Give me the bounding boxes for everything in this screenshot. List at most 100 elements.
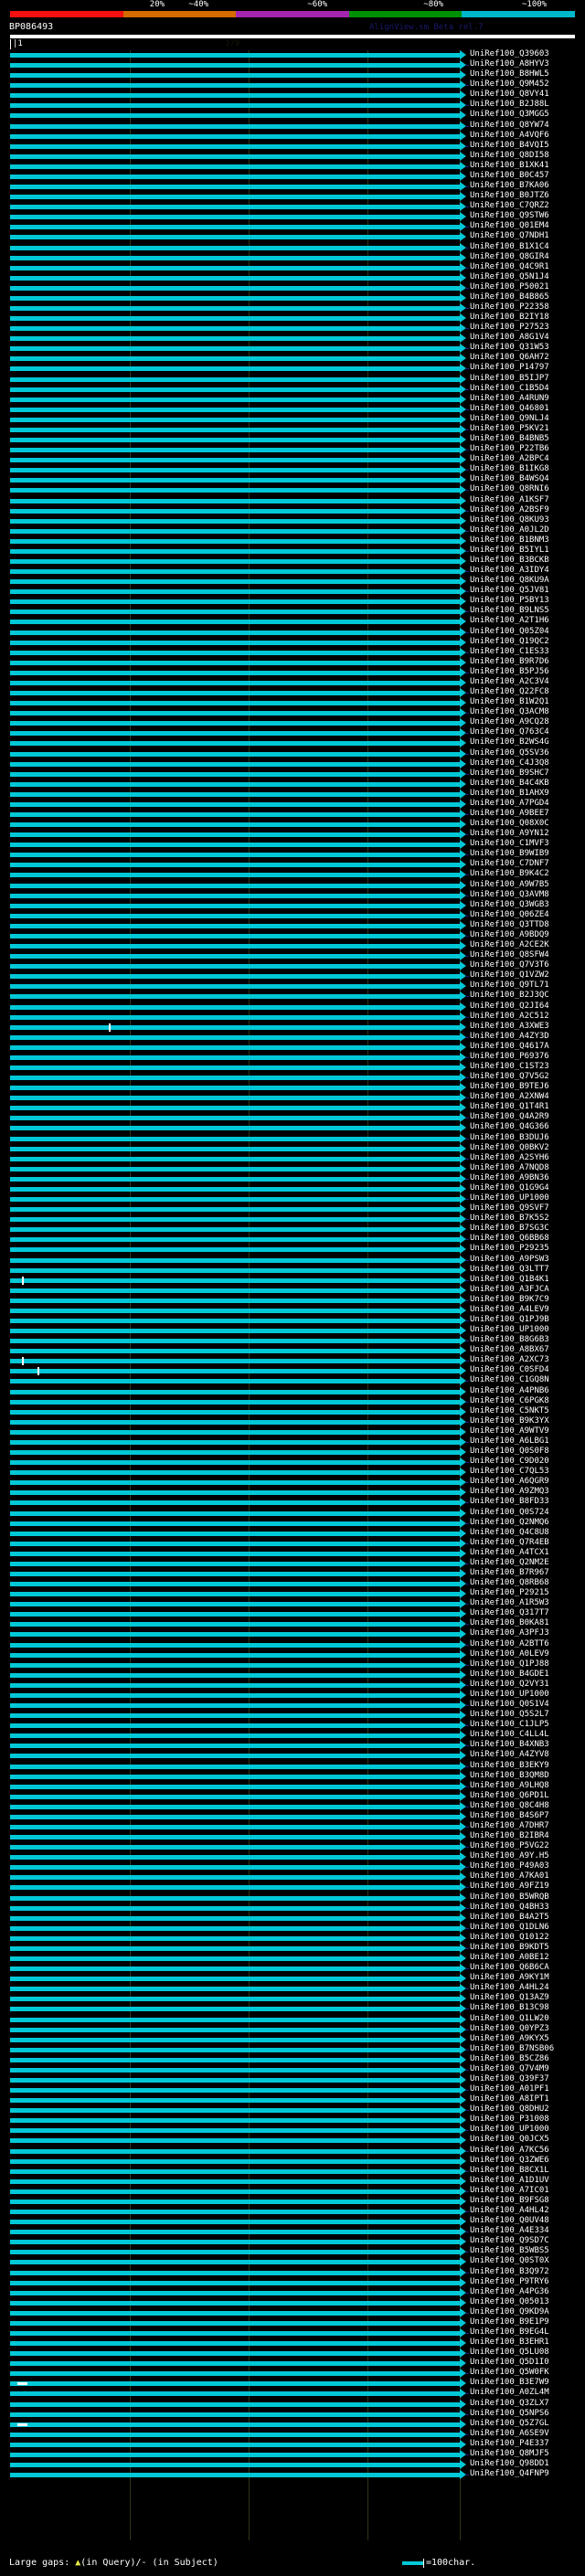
hsp-bar[interactable] (10, 1733, 460, 1739)
alignment-hit-row[interactable]: UniRef100_A4ZYV8 (0, 1750, 585, 1761)
hsp-bar[interactable] (10, 1055, 460, 1060)
hsp-bar[interactable] (10, 620, 460, 625)
hsp-bar[interactable] (10, 2250, 460, 2255)
alignment-hit-row[interactable]: UniRef100_C0SFD4 (0, 1365, 585, 1376)
alignment-hit-row[interactable]: UniRef100_A8BX67 (0, 1345, 585, 1356)
hsp-bar[interactable] (10, 1460, 460, 1466)
hsp-bar[interactable] (10, 2391, 460, 2397)
alignment-hit-row[interactable]: UniRef100_UP1000 (0, 1325, 585, 1336)
hsp-bar[interactable] (10, 2412, 460, 2417)
hsp-bar[interactable] (10, 2220, 460, 2225)
hit-accession-label[interactable]: UniRef100_B3EHR1 (470, 2337, 549, 2348)
hit-accession-label[interactable]: UniRef100_B4WSQ4 (470, 474, 549, 484)
alignment-hit-row[interactable]: UniRef100_P5VG22 (0, 1841, 585, 1852)
alignment-hit-row[interactable]: UniRef100_B9EG4L (0, 2327, 585, 2338)
alignment-hit-row[interactable]: UniRef100_Q8SFW4 (0, 950, 585, 961)
hit-accession-label[interactable]: UniRef100_B4B865 (470, 292, 549, 302)
hsp-bar[interactable] (10, 1622, 460, 1627)
alignment-hit-row[interactable]: UniRef100_A8HYV3 (0, 59, 585, 70)
hit-accession-label[interactable]: UniRef100_UP1000 (470, 1193, 549, 1203)
hsp-bar[interactable] (10, 1409, 460, 1415)
hsp-bar[interactable] (10, 1359, 460, 1364)
hsp-bar[interactable] (10, 964, 460, 970)
alignment-hit-row[interactable]: UniRef100_Q763C4 (0, 727, 585, 738)
alignment-hit-row[interactable]: UniRef100_Q8DI58 (0, 151, 585, 162)
alignment-hit-row[interactable]: UniRef100_Q2NM2E (0, 1558, 585, 1569)
alignment-hit-row[interactable]: UniRef100_Q7R4EB (0, 1538, 585, 1549)
alignment-hit-row[interactable]: UniRef100_A2BPC4 (0, 454, 585, 465)
hit-accession-label[interactable]: UniRef100_B8HWL5 (470, 69, 549, 80)
alignment-hit-row[interactable]: UniRef100_Q3AVM8 (0, 890, 585, 901)
alignment-hit-row[interactable]: UniRef100_Q8MJF5 (0, 2449, 585, 2460)
hsp-bar[interactable] (10, 1652, 460, 1658)
alignment-hit-row[interactable]: UniRef100_A4TCX1 (0, 1547, 585, 1559)
hsp-bar[interactable] (10, 1480, 460, 1486)
alignment-hit-row[interactable]: UniRef100_B3EHR1 (0, 2337, 585, 2348)
hsp-bar[interactable] (10, 73, 460, 79)
hsp-bar[interactable] (10, 2463, 460, 2468)
hsp-bar[interactable] (10, 701, 460, 706)
hsp-bar[interactable] (10, 944, 460, 949)
alignment-hit-row[interactable]: UniRef100_C4LL4L (0, 1730, 585, 1741)
alignment-hit-row[interactable]: UniRef100_A2CE2K (0, 940, 585, 951)
alignment-hit-row[interactable]: UniRef100_C1B5D4 (0, 384, 585, 395)
hit-accession-label[interactable]: UniRef100_B4BNB5 (470, 434, 549, 444)
hit-accession-label[interactable]: UniRef100_P5VG22 (470, 1841, 549, 1851)
hsp-bar[interactable] (10, 721, 460, 726)
alignment-hit-row[interactable]: UniRef100_B0C457 (0, 171, 585, 182)
hit-accession-label[interactable]: UniRef100_A9LHQ8 (470, 1780, 549, 1790)
hit-accession-label[interactable]: UniRef100_A9YN12 (470, 829, 549, 839)
alignment-hit-row[interactable]: UniRef100_UP1000 (0, 1689, 585, 1701)
hsp-bar[interactable] (10, 2067, 460, 2072)
hit-accession-label[interactable]: UniRef100_B7R967 (470, 1568, 549, 1577)
alignment-hit-row[interactable]: UniRef100_B4B865 (0, 292, 585, 303)
hsp-bar[interactable] (10, 843, 460, 848)
alignment-hit-row[interactable]: UniRef100_A2SYH6 (0, 1153, 585, 1164)
hit-accession-label[interactable]: UniRef100_UP1000 (470, 2125, 549, 2135)
hit-accession-label[interactable]: UniRef100_C7QL53 (470, 1467, 549, 1477)
hit-accession-label[interactable]: UniRef100_Q13AZ9 (470, 1993, 549, 2003)
alignment-hit-row[interactable]: UniRef100_C1MVF3 (0, 839, 585, 850)
hsp-bar[interactable] (10, 1692, 460, 1698)
alignment-hit-row[interactable]: UniRef100_B2IY18 (0, 313, 585, 323)
hsp-bar[interactable] (10, 133, 460, 139)
hsp-bar[interactable] (10, 2118, 460, 2124)
hsp-bar[interactable] (10, 1511, 460, 1516)
alignment-hit-row[interactable]: UniRef100_B4WSQ4 (0, 474, 585, 485)
hit-accession-label[interactable]: UniRef100_Q39603 (470, 49, 549, 58)
hsp-bar[interactable] (10, 528, 460, 534)
alignment-hit-row[interactable]: UniRef100_Q0S1V4 (0, 1700, 585, 1711)
alignment-hit-row[interactable]: UniRef100_C6PGK8 (0, 1396, 585, 1407)
alignment-hit-row[interactable]: UniRef100_Q8RNI6 (0, 484, 585, 495)
hit-accession-label[interactable]: UniRef100_Q4A2R9 (470, 1112, 549, 1122)
hit-accession-label[interactable]: UniRef100_A9WTV9 (470, 1426, 549, 1436)
hit-accession-label[interactable]: UniRef100_C5NKT5 (470, 1405, 549, 1415)
hsp-bar[interactable] (10, 255, 460, 260)
alignment-hit-row[interactable]: UniRef100_Q01EM4 (0, 221, 585, 232)
hsp-bar[interactable] (10, 791, 460, 797)
hit-accession-label[interactable]: UniRef100_A4VQF6 (470, 130, 549, 140)
hit-accession-label[interactable]: UniRef100_B1AHX9 (470, 788, 549, 798)
hsp-bar[interactable] (10, 488, 460, 493)
hsp-bar[interactable] (10, 407, 460, 412)
alignment-hit-row[interactable]: UniRef100_A4HL24 (0, 1983, 585, 1994)
alignment-hit-row[interactable]: UniRef100_B2J3QC (0, 991, 585, 1002)
hsp-bar[interactable] (10, 2401, 460, 2407)
hit-accession-label[interactable]: UniRef100_A0LEV9 (470, 1648, 549, 1659)
hit-accession-label[interactable]: UniRef100_Q3LTT7 (470, 1264, 549, 1274)
hsp-bar[interactable] (10, 781, 460, 787)
hit-accession-label[interactable]: UniRef100_Q8KU93 (470, 514, 549, 525)
hit-accession-label[interactable]: UniRef100_A4TCX1 (470, 1547, 549, 1557)
hsp-bar[interactable] (10, 1329, 460, 1334)
hit-accession-label[interactable]: UniRef100_A2C3V4 (470, 676, 549, 686)
alignment-hit-row[interactable]: UniRef100_B4S6P7 (0, 1811, 585, 1822)
hit-accession-label[interactable]: UniRef100_UP1000 (470, 1689, 549, 1699)
hsp-bar[interactable] (10, 1267, 460, 1273)
hsp-bar[interactable] (10, 599, 460, 605)
hsp-bar[interactable] (10, 2310, 460, 2316)
alignment-hit-row[interactable]: UniRef100_A9BEE7 (0, 809, 585, 820)
hit-accession-label[interactable]: UniRef100_A9CQ28 (470, 717, 549, 727)
hsp-bar[interactable] (10, 1197, 460, 1203)
hit-accession-label[interactable]: UniRef100_Q317T7 (470, 1608, 549, 1618)
hsp-bar[interactable] (10, 1764, 460, 1769)
